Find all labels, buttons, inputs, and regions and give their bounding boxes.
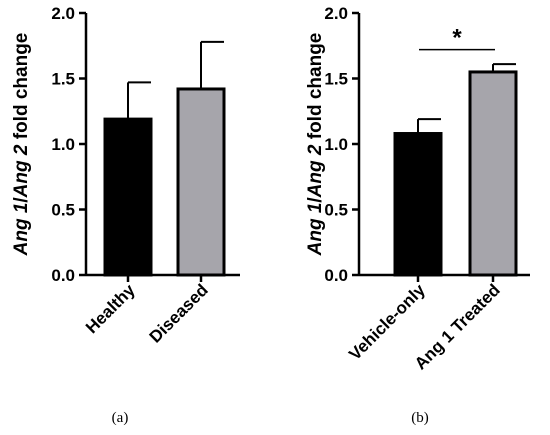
y-tick-label: 2.0 — [324, 4, 348, 23]
x-category-label: Healthy — [82, 280, 139, 337]
y-tick-label: 0.5 — [51, 201, 75, 220]
y-tick-label: 1.0 — [324, 135, 348, 154]
y-tick-label: 0.5 — [324, 201, 348, 220]
y-axis-title-part: Ang 1 — [305, 203, 326, 257]
y-axis-title-part: fold change — [305, 33, 326, 145]
chart-panel-b: 0.0 0.5 1.0 1.5 2.0 Ang 1/Ang 2 fold change Ve… — [305, 4, 530, 426]
significance-mark: * — [452, 25, 462, 52]
bar-healthy — [103, 117, 153, 277]
y-axis-title-part: Ang 2 — [305, 144, 326, 198]
y-axis-title-part: / — [11, 197, 32, 203]
chart-panel-a: 0.0 0.5 1.0 1.5 2.0 Ang 1/Ang 2 fold change He… — [11, 4, 240, 426]
y-axis-title: Ang 1/Ang 2 fold change — [11, 33, 32, 257]
bar-ang-1-treated — [468, 70, 518, 277]
y-tick-label: 0.0 — [51, 266, 75, 285]
y-axis-title-part: fold change — [11, 33, 32, 145]
panel-label: (a) — [112, 410, 129, 426]
y-tick-label: 0.0 — [324, 266, 348, 285]
bar-diseased — [176, 87, 226, 277]
bar-vehicle-only — [393, 132, 443, 277]
y-axis-title-part: Ang 2 — [11, 144, 32, 198]
y-axis-title-part: Ang 1 — [11, 203, 32, 257]
x-category-label: Diseased — [146, 280, 212, 346]
y-tick-label: 1.0 — [51, 135, 75, 154]
x-category-label: Vehicle-only — [345, 280, 429, 364]
panel-label: (b) — [411, 410, 429, 426]
y-axis-title-part: / — [305, 197, 326, 203]
y-tick-label: 1.5 — [51, 70, 75, 89]
y-tick-label: 2.0 — [51, 4, 75, 23]
y-tick-label: 1.5 — [324, 70, 348, 89]
y-axis-title: Ang 1/Ang 2 fold change — [305, 33, 326, 257]
